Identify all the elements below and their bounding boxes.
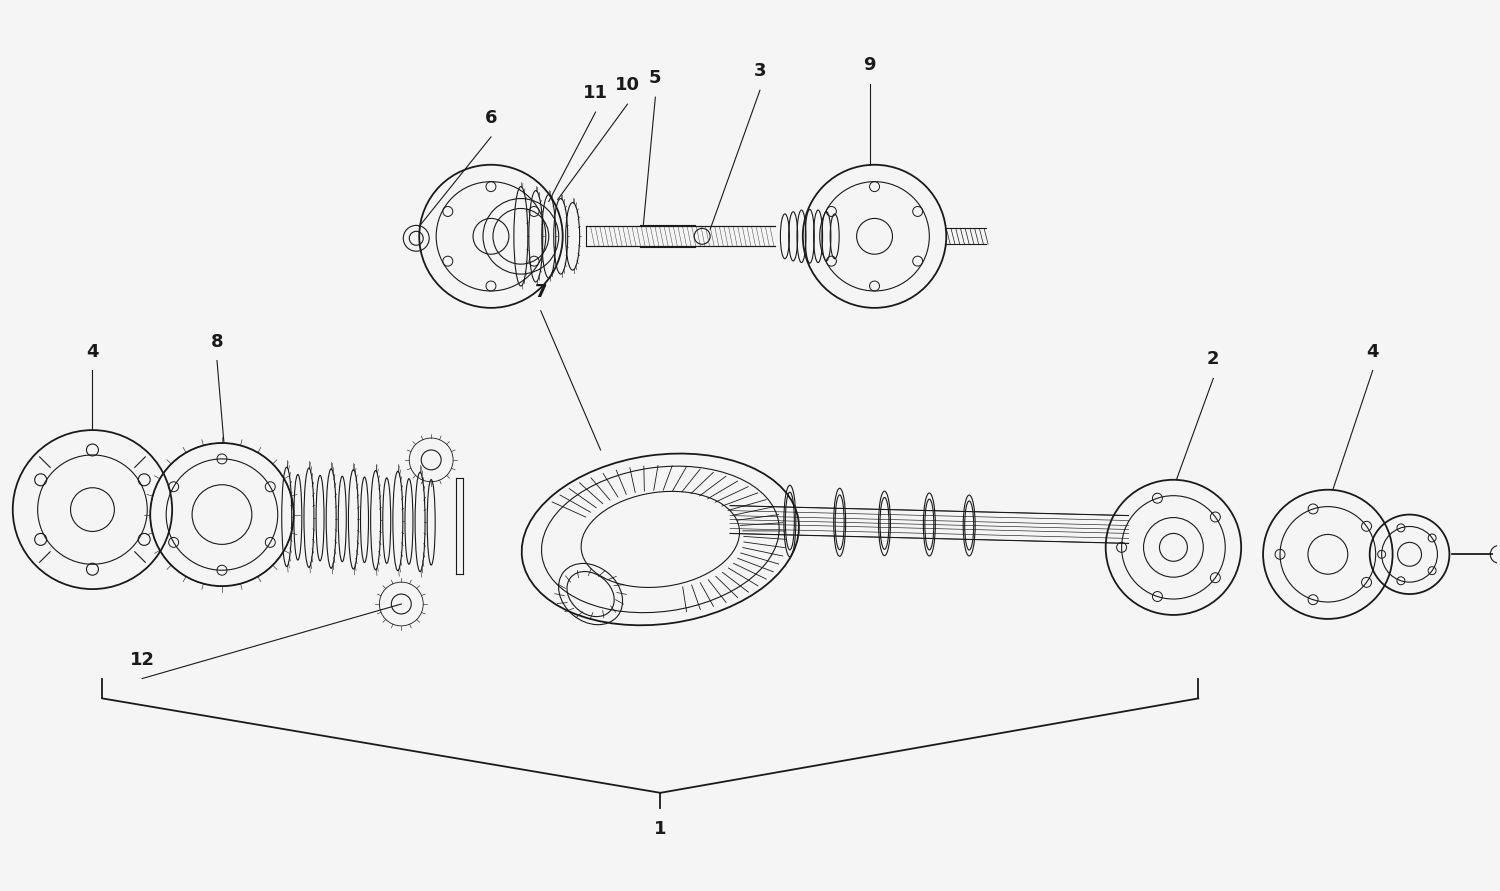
Text: 7: 7: [534, 283, 548, 301]
Text: 3: 3: [753, 62, 766, 80]
Text: 10: 10: [615, 77, 640, 94]
Text: 5: 5: [650, 69, 662, 87]
Text: 4: 4: [86, 342, 99, 361]
Text: 1: 1: [654, 820, 666, 838]
Text: 2: 2: [1208, 350, 1219, 369]
Text: 6: 6: [484, 109, 496, 127]
Text: 11: 11: [584, 84, 608, 102]
Text: 12: 12: [130, 650, 154, 668]
Text: 8: 8: [210, 332, 224, 350]
Text: 4: 4: [1366, 342, 1378, 361]
Text: 9: 9: [864, 56, 876, 74]
